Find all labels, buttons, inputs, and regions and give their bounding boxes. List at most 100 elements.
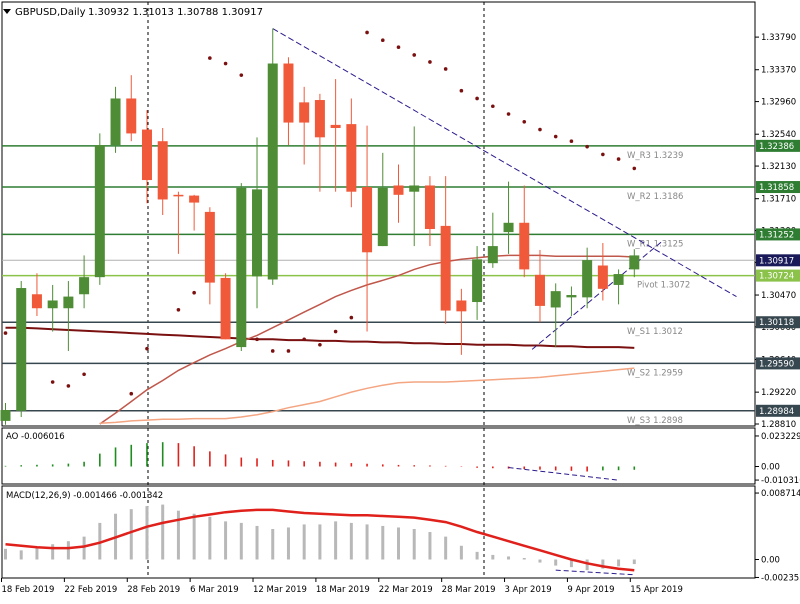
psar-dot (349, 315, 354, 320)
candle-body (472, 259, 483, 303)
psar-dot (396, 45, 401, 49)
date-tick-label: 22 Feb 2019 (64, 585, 117, 595)
ao-header: AO -0.006016 (6, 432, 65, 442)
price-tick-label: 1.33790 (761, 33, 796, 43)
psar-dot (192, 290, 196, 295)
psar-dot (553, 134, 558, 139)
price-tick-label: 1.30470 (761, 291, 796, 301)
psar-dot (491, 104, 495, 109)
candle-body (346, 124, 357, 192)
candle-body (267, 63, 278, 280)
date-tick-label: 6 Mar 2019 (190, 585, 238, 595)
candle-body (94, 145, 105, 278)
macd-tick-label: 0.008714 (761, 489, 800, 499)
psar-dot (302, 337, 306, 342)
candle-body (393, 185, 404, 195)
candle-body (613, 274, 624, 285)
candle-body (283, 63, 294, 123)
candle-body (330, 124, 341, 128)
candle-body (220, 277, 231, 340)
psar-dot (208, 56, 212, 60)
psar-dot (506, 112, 511, 116)
date-tick-label: 28 Mar 2019 (442, 585, 496, 595)
main-pane-frame (1, 1, 756, 427)
psar-dot (428, 60, 432, 64)
date-tick-label: 9 Apr 2019 (567, 585, 614, 595)
candle-body (597, 265, 608, 289)
psar-dot (632, 166, 637, 171)
level-label: W_R2 1.3186 (627, 192, 683, 202)
psar-dot (239, 73, 244, 77)
psar-dot (318, 342, 322, 347)
ao-tick-label: 0.023229 (761, 432, 800, 442)
level-price-tag-label: 1.31858 (759, 183, 794, 193)
psar-dot (569, 139, 574, 144)
candle-body (582, 260, 593, 298)
psar-dot (538, 127, 542, 132)
candle-body (409, 185, 420, 192)
date-tick-label: 12 Mar 2019 (253, 585, 307, 595)
level-price-tag-label: 1.31252 (759, 230, 794, 240)
candle-body (157, 141, 168, 200)
candle-body (440, 225, 451, 311)
psar-dot (380, 38, 385, 43)
psar-dot (522, 119, 527, 124)
date-tick-label: 15 Apr 2019 (630, 585, 683, 595)
psar-dot (286, 349, 291, 353)
price-tick-label: 1.32540 (761, 130, 796, 140)
macd-header: MACD(12,26,9) -0.001466 -0.001342 (6, 491, 163, 501)
level-label: W_S3 1.2898 (627, 416, 683, 426)
candle-body (141, 129, 152, 181)
psar-dot (145, 346, 149, 351)
level-price-tag (756, 139, 800, 152)
psar-dot (66, 384, 71, 388)
psar-dot (50, 380, 55, 384)
level-label: W_R3 1.3239 (627, 151, 683, 161)
current-price-tag (756, 254, 800, 267)
level-price-tag-label: 1.32386 (759, 142, 794, 152)
psar-dot (443, 67, 448, 71)
psar-dot (601, 152, 605, 157)
candle-body (487, 246, 498, 264)
candle-body (63, 296, 74, 309)
price-tick-label: 1.32130 (761, 162, 796, 172)
level-price-tag (756, 357, 800, 370)
psar-dot (616, 157, 621, 161)
candle-body (0, 410, 11, 421)
level-price-tag (756, 228, 800, 241)
candle-body (204, 211, 215, 283)
price-tick-label: 1.31710 (761, 195, 796, 205)
date-tick-label: 3 Apr 2019 (505, 585, 552, 595)
candle-body (314, 100, 325, 138)
psar-dot (176, 307, 181, 312)
macd-signal-line (5, 508, 635, 572)
price-tick-label: 1.28810 (761, 420, 796, 430)
psar-dot (3, 331, 8, 335)
candle-body (236, 187, 247, 348)
psar-dot (459, 88, 464, 93)
psar-dot (365, 30, 369, 35)
level-label: W_S2 1.2959 (627, 368, 683, 378)
candle-body (503, 222, 514, 233)
candle-body (362, 187, 373, 253)
level-label: Pivot 1.3072 (637, 281, 690, 291)
candle-body (519, 222, 530, 270)
date-tick-label: 28 Feb 2019 (127, 585, 180, 595)
level-price-tag (756, 181, 800, 194)
symbol-dropdown-icon[interactable] (3, 9, 11, 14)
psar-dot (475, 96, 479, 101)
ma-slow-line (99, 367, 635, 424)
level-price-tag-label: 1.29590 (759, 359, 794, 369)
candle-body (456, 300, 467, 312)
macd-tick-label: -0.002355 (761, 573, 800, 583)
psar-dot (412, 53, 417, 57)
candle-body (16, 288, 27, 411)
candle-body (377, 187, 388, 247)
candle-body (534, 274, 545, 306)
level-price-tag-label: 1.28984 (759, 407, 794, 417)
level-price-tag (756, 316, 800, 329)
price-tick-label: 1.33370 (761, 66, 796, 76)
date-tick-label: 18 Mar 2019 (316, 585, 370, 595)
